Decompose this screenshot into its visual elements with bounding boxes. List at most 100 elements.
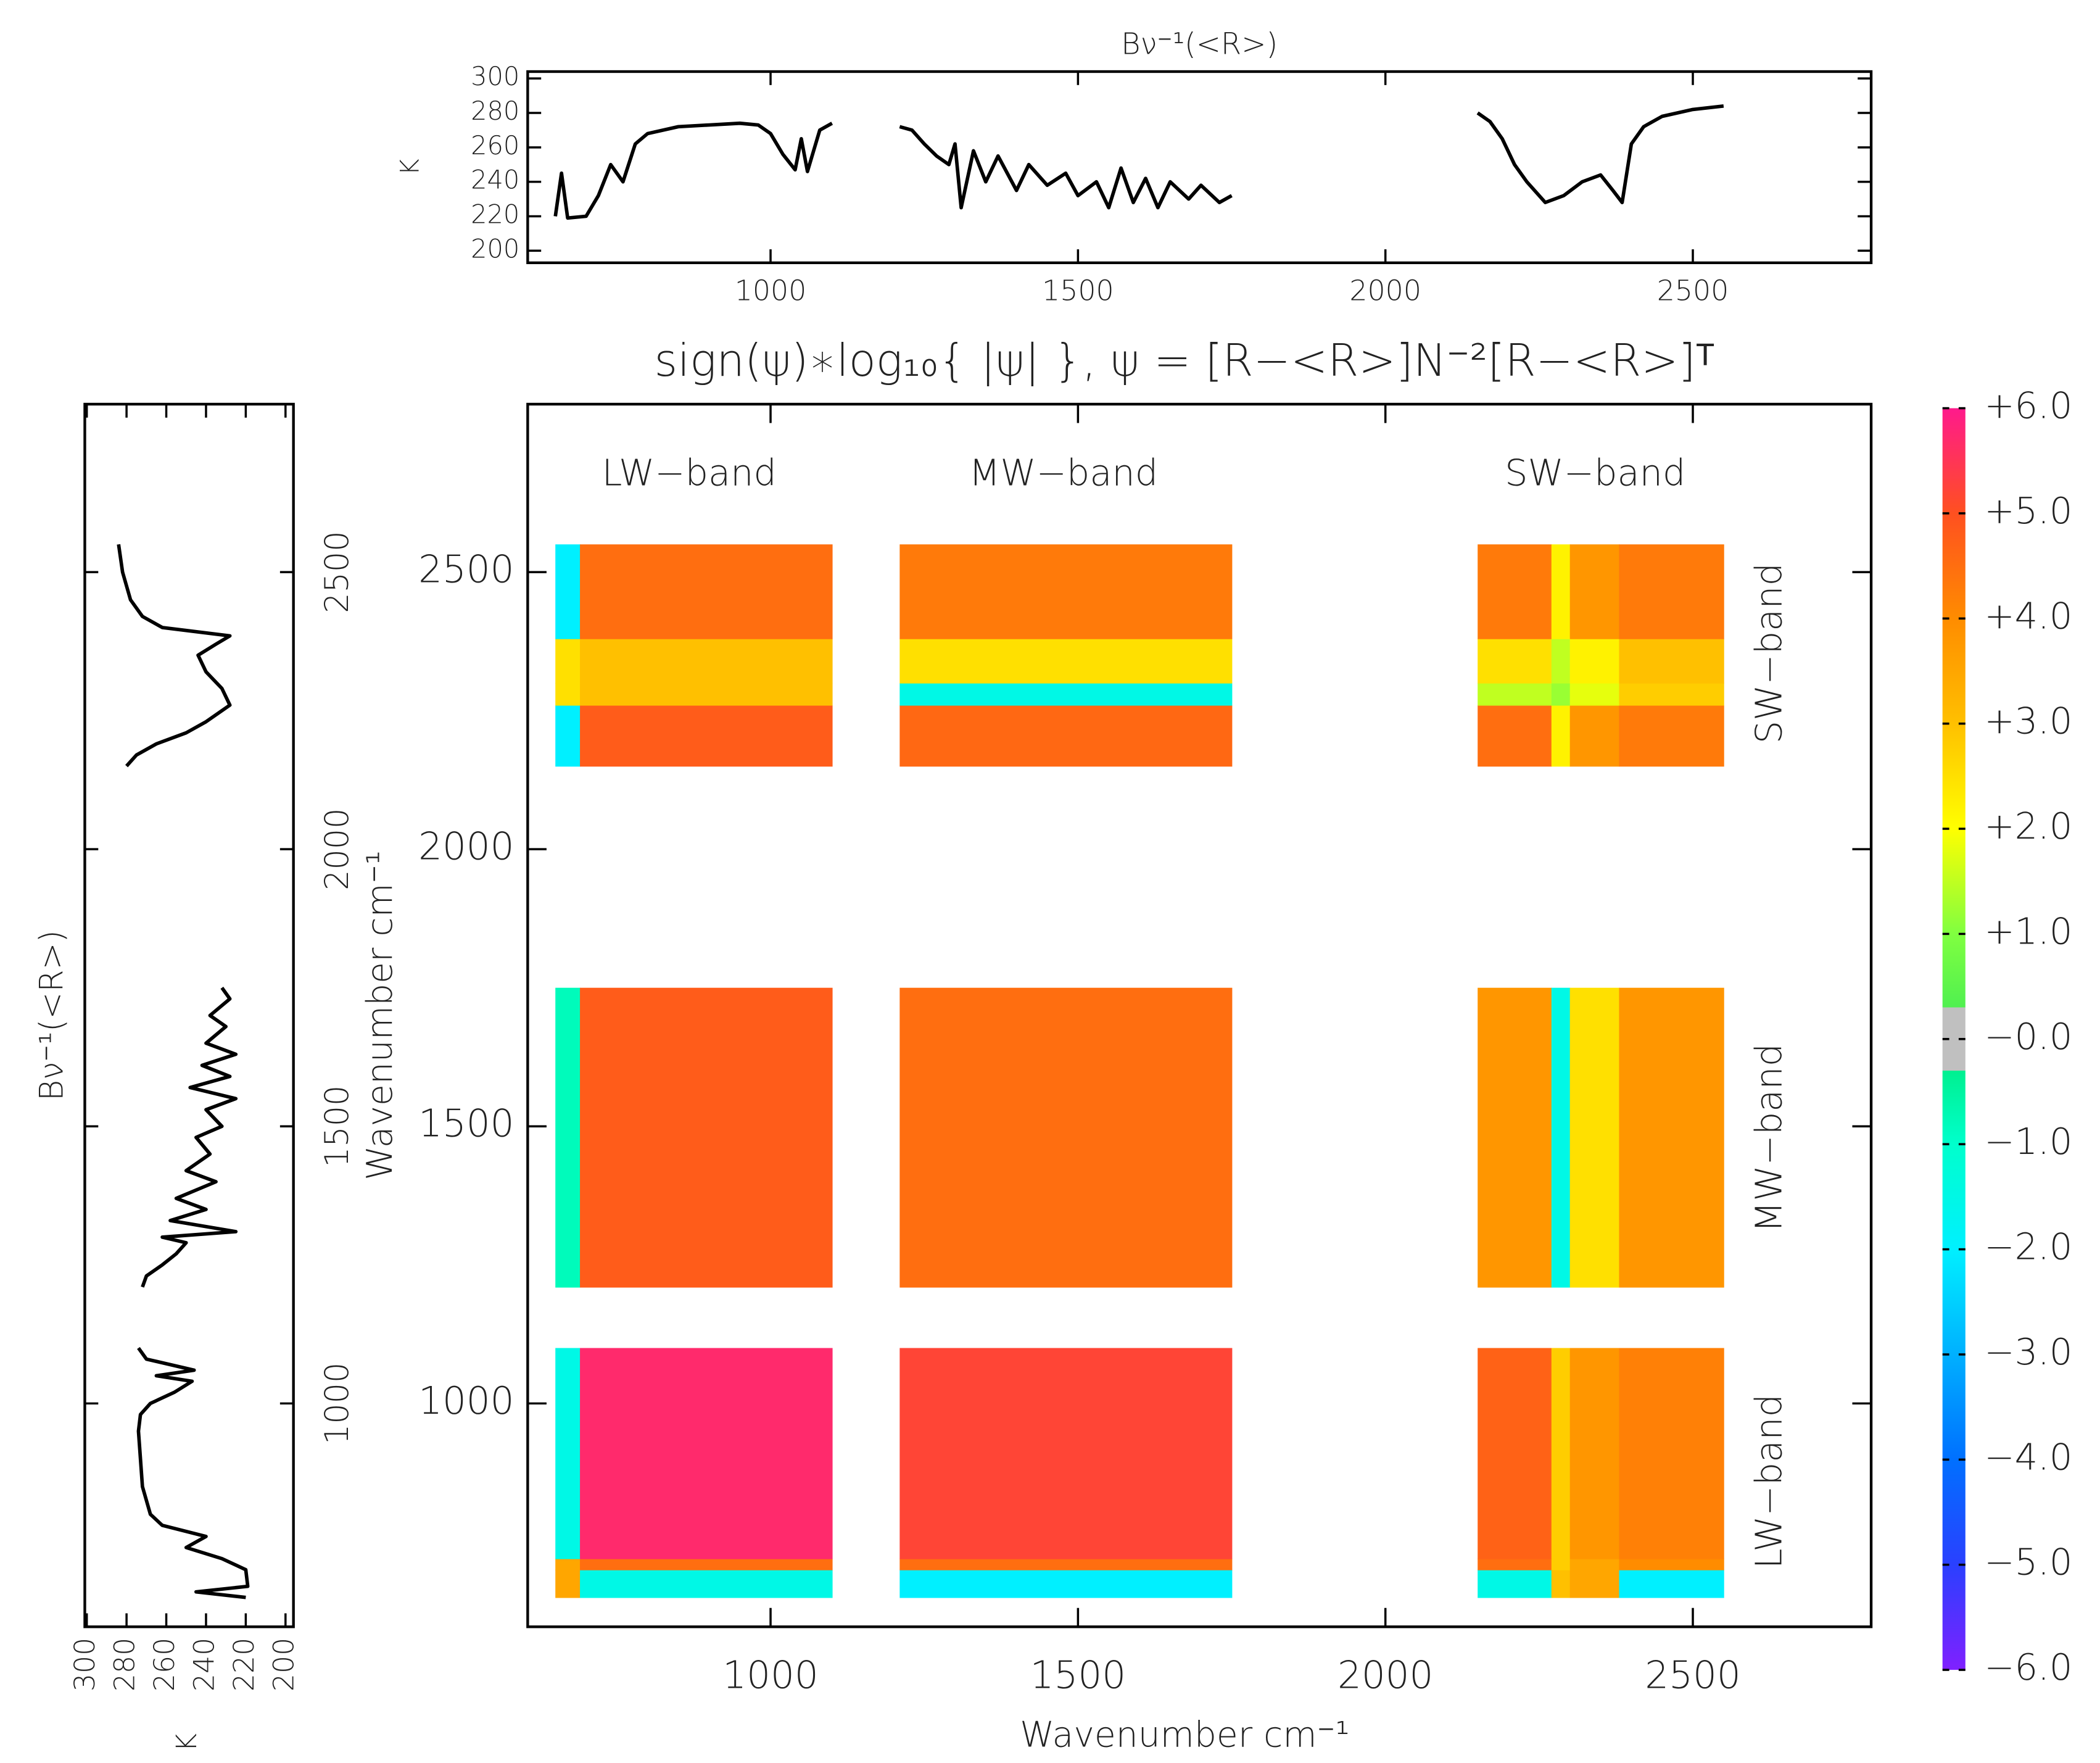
heatmap-cell: [899, 705, 1233, 767]
x-tick-label: 220: [227, 1638, 260, 1691]
x-tick-label: 2000: [1349, 273, 1421, 307]
colorbar-tick-label: −6.0: [1984, 1646, 2072, 1688]
heatmap-cell: [555, 987, 581, 1288]
heatmap-cell: [1619, 544, 1724, 639]
x-tick-label: 260: [147, 1638, 181, 1691]
y-tick-label: 2500: [418, 548, 514, 592]
heatmap-cell: [1551, 1348, 1571, 1559]
heatmap-cell: [1619, 987, 1724, 1288]
y-tick-label: 2500: [318, 531, 356, 613]
x-axis-label: K: [170, 1733, 203, 1752]
spectrum-line: [1476, 104, 1724, 204]
heatmap-cell: [555, 1558, 581, 1570]
heatmap-cell: [1478, 987, 1552, 1288]
y-tick-label: 220: [471, 199, 519, 229]
heatmap-cell: [555, 544, 581, 639]
heatmap-cell: [899, 1558, 1233, 1570]
heatmap-cell: [1478, 1348, 1552, 1559]
y-tick-label: 200: [471, 234, 519, 263]
plot-frame: [83, 402, 295, 1628]
heatmap-cell: [899, 1569, 1233, 1598]
heatmap-cell: [1619, 1569, 1724, 1598]
x-tick-label: 2000: [1337, 1654, 1433, 1698]
heatmap-cell: [1569, 987, 1620, 1288]
colorbar-tick-label: +4.0: [1984, 594, 2072, 637]
heatmap-cell: [580, 1569, 833, 1598]
y-tick-label: 2000: [318, 808, 356, 890]
heatmap-cell: [899, 638, 1233, 684]
colorbar-tick-label: +6.0: [1984, 384, 2072, 427]
heatmap-cell: [1619, 1348, 1724, 1559]
colorbar-tick-label: −2.0: [1984, 1226, 2072, 1268]
heatmap-cell: [899, 682, 1233, 706]
colorbar-tick-label: −0.0: [1984, 1015, 2072, 1058]
heatmap-cell: [580, 682, 833, 706]
heatmap-cell: [1551, 1558, 1571, 1570]
heatmap-cell: [1478, 544, 1552, 639]
spectrum-line: [136, 1346, 250, 1599]
heatmap-cell: [580, 1558, 833, 1570]
colorbar-tick-label: −1.0: [1984, 1120, 2072, 1163]
y-tick-label: 2000: [418, 825, 514, 869]
spectrum-line: [117, 544, 232, 768]
heatmap-cell: [1478, 705, 1552, 767]
x-tick-label: 1000: [722, 1654, 818, 1698]
heatmap-cell: [1569, 544, 1620, 639]
heatmap-cell: [1569, 1348, 1620, 1559]
y-tick-label: 300: [471, 62, 519, 91]
heatmap-cell: [1619, 705, 1724, 767]
plot-frame: [526, 70, 1873, 265]
x-tick-label: 280: [108, 1638, 141, 1691]
y-tick-label: 1000: [318, 1363, 356, 1445]
colorbar-tick-label: +2.0: [1984, 805, 2072, 847]
heatmap-cell: [555, 682, 581, 706]
x-tick-label: 1000: [735, 273, 807, 307]
y-tick-label: 1000: [418, 1379, 514, 1423]
heatmap-cell: [555, 1569, 581, 1598]
colorbar-tick-label: −4.0: [1984, 1435, 2072, 1478]
x-tick-label: 200: [267, 1638, 300, 1691]
x-tick-label: 1500: [1042, 273, 1114, 307]
heatmap-cell: [1478, 682, 1552, 706]
y-tick-label: 1500: [318, 1085, 356, 1168]
heatmap-cell: [1551, 682, 1571, 706]
heatmap-cell: [1569, 705, 1620, 767]
heatmap-cell: [1551, 1569, 1571, 1598]
plot-frame: [526, 402, 1873, 1628]
band-label: LW−band: [602, 452, 777, 494]
colorbar-tick-label: −5.0: [1984, 1541, 2072, 1583]
heatmap-cell: [899, 544, 1233, 639]
heatmap-cell: [1569, 682, 1620, 706]
heatmap-cell: [555, 638, 581, 684]
heatmap-cell: [1569, 638, 1620, 684]
heatmap-cell: [1569, 1558, 1620, 1570]
colorbar-tick-label: +1.0: [1984, 910, 2072, 952]
y-tick-label: 1500: [418, 1102, 514, 1146]
colorbar-tick-label: +5.0: [1984, 489, 2072, 532]
heatmap-cell: [555, 1348, 581, 1559]
y-axis-label: K: [395, 159, 425, 175]
spectrum-line: [553, 121, 833, 220]
heatmap-cell: [1619, 638, 1724, 684]
spectrum-line: [141, 987, 238, 1288]
heatmap-cell: [899, 987, 1233, 1288]
colorbar-tick-label: +3.0: [1984, 700, 2072, 742]
heatmap-cell: [580, 1348, 833, 1559]
band-label: SW−band: [1505, 452, 1685, 494]
heatmap-cell: [1478, 638, 1552, 684]
heatmap-cell: [1551, 705, 1571, 767]
band-label: LW−band: [1748, 1394, 1790, 1569]
heatmap-cell: [1619, 1558, 1724, 1570]
heatmap-cell: [1619, 682, 1724, 706]
spectrum-line: [899, 125, 1233, 210]
heatmap-cell: [1551, 638, 1571, 684]
x-tick-label: 240: [187, 1638, 220, 1691]
chart-title: Bν⁻¹(<R>): [33, 930, 70, 1101]
heatmap-cell: [899, 1348, 1233, 1559]
heatmap-cell: [580, 987, 833, 1288]
heatmap-cell: [580, 705, 833, 767]
x-tick-label: 2500: [1657, 273, 1729, 307]
heatmap-cell: [580, 638, 833, 684]
